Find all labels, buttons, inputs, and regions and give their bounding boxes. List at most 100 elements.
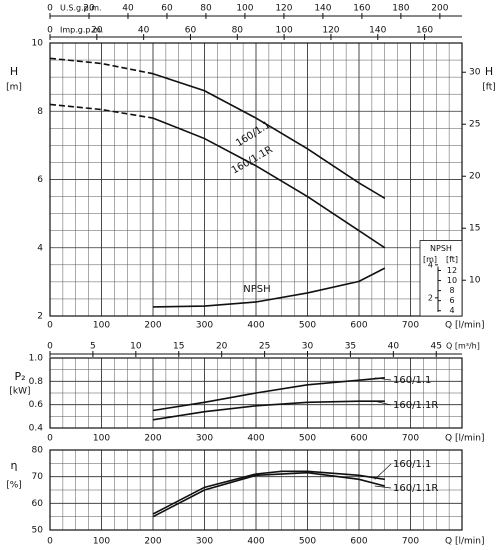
- y2-tick-label: 15: [469, 224, 480, 234]
- y-axis-label: η: [11, 459, 18, 472]
- extra-axis-tick-label: 45: [431, 342, 442, 352]
- x-tick-label: 300: [196, 321, 213, 331]
- curve: [152, 470, 385, 515]
- npsh-ft-tick-label: 6: [449, 296, 454, 305]
- y-tick-label: 4: [37, 243, 43, 253]
- extra-axis-tick-label: 30: [302, 342, 314, 352]
- npsh-ft-tick-label: 12: [447, 266, 457, 275]
- y-tick-label: 1.0: [29, 354, 44, 364]
- x-tick-label: 200: [144, 434, 161, 444]
- y-tick-label: 60: [32, 499, 44, 509]
- extra-axis-tick-label: 20: [83, 4, 95, 14]
- curve: [152, 377, 385, 412]
- extra-axis-tick-label: 200: [431, 4, 448, 14]
- npsh-ft-tick-label: 4: [449, 306, 454, 315]
- curve: [152, 117, 386, 249]
- extra-axis-label: Q [m³/h]: [446, 342, 480, 351]
- extra-axis-tick-label: 10: [130, 342, 142, 352]
- y2-tick-label: 20: [469, 172, 481, 182]
- plot-frame: [49, 449, 463, 531]
- x-tick-label: 700: [402, 537, 419, 547]
- y-tick-label: 80: [32, 446, 44, 456]
- extra-axis-tick-label: 40: [122, 4, 134, 14]
- extra-axis-tick-label: 160: [353, 4, 370, 14]
- x-tick-label: 500: [299, 537, 316, 547]
- extra-axis-tick-label: 100: [276, 26, 293, 36]
- x-tick-label: 300: [196, 434, 213, 444]
- plot-frame: [49, 42, 463, 317]
- x-tick-label: 200: [144, 537, 161, 547]
- curve-label: NPSH: [243, 284, 270, 295]
- y-tick-label: 0.4: [29, 424, 44, 434]
- curve-label: 160/1.1R: [393, 483, 438, 494]
- npsh-ft-unit: [ft]: [446, 255, 458, 264]
- y-axis-label: H: [10, 65, 18, 78]
- npsh-ft-tick-label: 8: [449, 286, 454, 295]
- extra-axis-tick-label: 180: [392, 4, 409, 14]
- extra-axis-tick-label: 40: [138, 26, 150, 36]
- extra-axis-tick-label: 160: [416, 26, 433, 36]
- x-tick-label: 400: [247, 537, 264, 547]
- x-tick-label: 600: [350, 434, 367, 444]
- x-tick-label: 200: [144, 321, 161, 331]
- extra-axis-tick-label: 20: [91, 26, 103, 36]
- npsh-box: [419, 240, 463, 317]
- npsh-ft-tick-label: 10: [447, 276, 457, 285]
- x-tick-label: 400: [247, 321, 264, 331]
- y-tick-label: 0.8: [29, 377, 44, 387]
- y2-tick-label: 30: [469, 68, 481, 78]
- y-tick-label: 50: [32, 526, 44, 536]
- leader-line: [374, 377, 392, 381]
- extra-axis-tick-label: 80: [200, 4, 212, 14]
- extra-axis-tick-label: 20: [216, 342, 228, 352]
- y2-tick-label: 10: [469, 276, 481, 286]
- extra-axis-tick-label: 0: [47, 342, 53, 352]
- extra-axis-tick-label: 25: [259, 342, 270, 352]
- extra-axis-tick-label: 35: [345, 342, 356, 352]
- curve-label: 160/1.1R: [393, 400, 438, 411]
- y-tick-label: 8: [37, 107, 43, 117]
- npsh-m-unit: [m]: [423, 255, 437, 264]
- x-tick-label: 400: [247, 434, 264, 444]
- extra-axis-tick-label: 0: [47, 4, 53, 14]
- x-tick-label: 600: [350, 537, 367, 547]
- y-axis-unit: [m]: [6, 83, 22, 93]
- curve-extrapolated: [49, 103, 154, 119]
- x-tick-label: 0: [47, 434, 53, 444]
- x-tick-label: 100: [93, 321, 110, 331]
- curve-label: 160/1.1R: [230, 144, 275, 176]
- y-tick-label: 6: [37, 175, 43, 185]
- extra-axis-tick-label: 140: [369, 26, 386, 36]
- curve-extrapolated: [49, 57, 154, 75]
- x-tick-label: 100: [93, 537, 110, 547]
- x-tick-label: 0: [47, 537, 53, 547]
- curve: [152, 72, 386, 199]
- npsh-title: NPSH: [430, 244, 452, 253]
- x-tick-label: 700: [402, 434, 419, 444]
- extra-axis-tick-label: 5: [90, 342, 96, 352]
- y-axis-label: P₂: [14, 370, 25, 383]
- x-axis-label: Q [l/min]: [445, 434, 484, 444]
- x-tick-label: 0: [47, 321, 53, 331]
- npsh-m-tick-label: 4: [428, 260, 433, 269]
- y-tick-label: 0.6: [29, 400, 44, 410]
- x-tick-label: 500: [299, 434, 316, 444]
- extra-axis-tick-label: 100: [236, 4, 253, 14]
- extra-axis-tick-label: 60: [185, 26, 197, 36]
- curve-label: 160/1.1: [393, 375, 431, 386]
- curve: [152, 400, 385, 421]
- leader-line: [374, 485, 392, 489]
- y-tick-label: 2: [37, 312, 43, 322]
- extra-axis-tick-label: 120: [322, 26, 339, 36]
- leader-line: [374, 400, 392, 406]
- extra-axis-tick-label: 140: [314, 4, 331, 14]
- x-tick-label: 300: [196, 537, 213, 547]
- x-tick-label: 700: [402, 321, 419, 331]
- y-axis-unit: [kW]: [9, 387, 30, 397]
- plot-frame: [49, 357, 463, 429]
- y2-tick-label: 25: [469, 120, 480, 130]
- y2-axis-label: H: [485, 65, 493, 78]
- extra-axis-tick-label: 15: [173, 342, 184, 352]
- extra-axis-tick-label: 60: [161, 4, 173, 14]
